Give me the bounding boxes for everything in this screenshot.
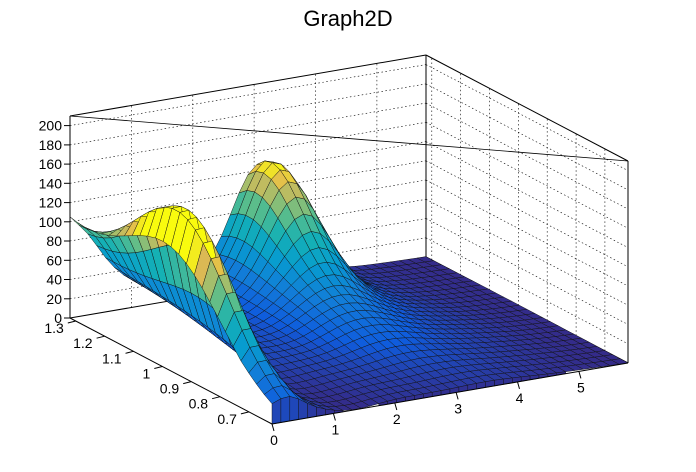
y-tick-0.7 [240, 411, 250, 415]
chart-title: Graph2D [303, 6, 392, 31]
y-tick-label: 0.9 [160, 381, 180, 397]
y-tick-1.1 [125, 350, 134, 354]
gridline-z-back-160 [69, 102, 427, 165]
z-tick-label: 140 [39, 175, 63, 191]
gridline-z-back-120 [69, 141, 427, 203]
gridline-z-back-200 [69, 64, 427, 126]
x-tick-1 [332, 413, 336, 421]
z-tick-label: 0 [54, 310, 62, 326]
y-tick-1.2 [96, 335, 105, 339]
gridline-z-right-80 [425, 179, 629, 287]
x-tick-3 [455, 392, 459, 400]
axes [64, 115, 629, 432]
frame-top-right [425, 54, 629, 162]
y-tick-0.9 [183, 381, 192, 385]
gridline-z-right-100 [425, 160, 629, 268]
z-tick-label: 200 [39, 118, 63, 134]
x-tick-4 [517, 381, 520, 390]
surface-curtain-cell [280, 396, 291, 423]
gridline-z-right-160 [425, 102, 629, 210]
z-tick-label: 40 [46, 272, 62, 288]
x-tick-label: 5 [577, 379, 585, 395]
x-tick-label: 0 [270, 432, 278, 448]
z-tick-label: 100 [39, 214, 63, 230]
gridline-z-back-180 [69, 83, 427, 146]
x-tick-label: 3 [454, 400, 462, 416]
frame-top-back [69, 54, 427, 117]
x-tick-5 [578, 371, 582, 379]
z-tick-label: 60 [46, 252, 62, 268]
y-tick-label: 0.8 [189, 396, 209, 412]
z-tick-label: 160 [39, 156, 63, 172]
x-tick-2 [394, 402, 398, 411]
tick-labels: 0123450.70.80.911.11.21.3020406080100120… [39, 118, 585, 448]
x-tick-0 [271, 423, 275, 432]
y-tick-label: 1.3 [44, 320, 64, 336]
y-tick-label: 0.7 [217, 411, 237, 427]
gridline-z-right-200 [425, 64, 629, 171]
gridline-z-right-180 [425, 83, 629, 191]
z-tick-label: 180 [39, 137, 63, 153]
y-tick-1 [154, 366, 163, 369]
gridline-z-right-140 [425, 122, 629, 229]
y-tick-label: 1.2 [73, 335, 93, 351]
y-tick-label: 1.1 [102, 350, 122, 366]
x-tick-label: 1 [332, 422, 340, 438]
z-tick-label: 20 [46, 291, 62, 307]
y-axis [69, 317, 273, 425]
z-tick-label: 120 [39, 195, 63, 211]
x-tick-label: 2 [393, 411, 401, 427]
surface-curtain-cell [289, 396, 299, 422]
x-tick-label: 4 [516, 390, 524, 406]
y-tick-label: 1 [143, 366, 151, 382]
frame-top-diagonal [69, 115, 629, 162]
gridline-z-back-140 [69, 122, 427, 184]
y-tick-0.8 [211, 396, 221, 400]
y-tick-1.3 [67, 320, 76, 324]
gridline-z-right-120 [425, 141, 629, 248]
x-axis [271, 362, 629, 425]
surface-plot [69, 160, 629, 425]
z-tick-label: 80 [46, 233, 62, 249]
